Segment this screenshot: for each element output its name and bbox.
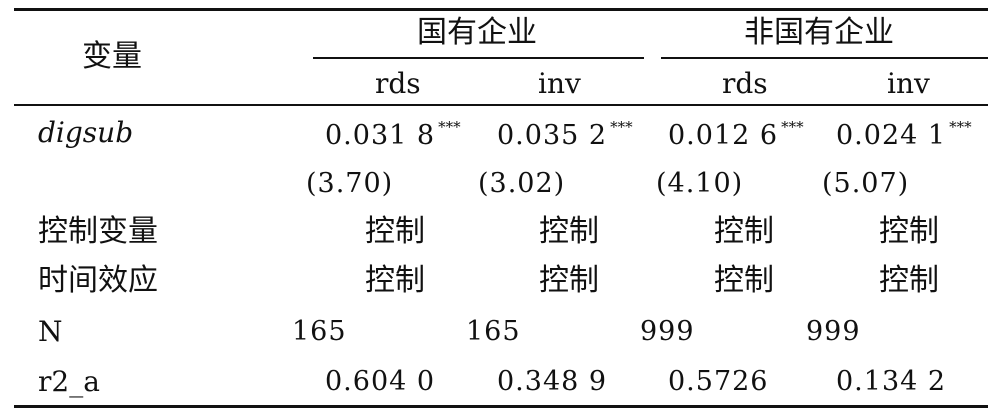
significance-stars: *** bbox=[781, 118, 804, 136]
controls-rds-soe: 控制 bbox=[365, 214, 425, 249]
r2a-rds-soe: 0.604 0 bbox=[325, 366, 436, 397]
coef-value: 0.024 1 bbox=[836, 120, 947, 151]
row-label-controls: 控制变量 bbox=[38, 214, 158, 249]
time-effect-inv-non-soe: 控制 bbox=[879, 263, 939, 298]
n-inv-soe: 165 bbox=[466, 316, 521, 347]
tval-rds-soe: (3.70) bbox=[306, 168, 394, 199]
coef-value: 0.012 6 bbox=[668, 120, 779, 151]
n-inv-non-soe: 999 bbox=[806, 316, 861, 347]
row-label-r2a: r2_a bbox=[38, 365, 100, 398]
controls-rds-non-soe: 控制 bbox=[714, 214, 774, 249]
soe-group-underline bbox=[313, 57, 644, 59]
non-soe-group-header: 非国有企业 bbox=[744, 15, 894, 50]
tval-rds-non-soe: (4.10) bbox=[656, 168, 744, 199]
coef-value: 0.035 2 bbox=[497, 120, 608, 151]
r2a-inv-non-soe: 0.134 2 bbox=[836, 366, 947, 397]
row-label-time-effect: 时间效应 bbox=[38, 263, 158, 298]
r2a-rds-non-soe: 0.5726 bbox=[668, 366, 769, 397]
coef-inv-non-soe: 0.024 1 *** bbox=[836, 118, 972, 151]
row-label-digsub: digsub bbox=[38, 116, 134, 149]
coef-rds-soe: 0.031 8 *** bbox=[325, 118, 461, 151]
time-effect-rds-non-soe: 控制 bbox=[714, 263, 774, 298]
tval-inv-non-soe: (5.07) bbox=[822, 168, 910, 199]
significance-stars: *** bbox=[949, 118, 972, 136]
time-effect-inv-soe: 控制 bbox=[539, 263, 599, 298]
row-label-n: N bbox=[38, 315, 63, 348]
soe-group-header: 国有企业 bbox=[417, 15, 537, 50]
variable-header: 变量 bbox=[82, 39, 142, 74]
r2a-inv-soe: 0.348 9 bbox=[497, 366, 608, 397]
tval-inv-soe: (3.02) bbox=[478, 168, 566, 199]
coef-inv-soe: 0.035 2 *** bbox=[497, 118, 633, 151]
coef-value: 0.031 8 bbox=[325, 120, 436, 151]
bottom-rule bbox=[14, 405, 988, 408]
header-bottom-rule bbox=[14, 104, 988, 106]
controls-inv-soe: 控制 bbox=[539, 214, 599, 249]
column-header-rds-non-soe: rds bbox=[722, 67, 768, 100]
top-rule bbox=[14, 8, 988, 11]
coef-rds-non-soe: 0.012 6 *** bbox=[668, 118, 804, 151]
column-header-rds-soe: rds bbox=[375, 67, 421, 100]
significance-stars: *** bbox=[438, 118, 461, 136]
n-rds-soe: 165 bbox=[292, 316, 347, 347]
controls-inv-non-soe: 控制 bbox=[879, 214, 939, 249]
n-rds-non-soe: 999 bbox=[640, 316, 695, 347]
column-header-inv-non-soe: inv bbox=[887, 67, 930, 100]
non-soe-group-underline bbox=[661, 57, 988, 59]
column-header-inv-soe: inv bbox=[538, 67, 581, 100]
significance-stars: *** bbox=[610, 118, 633, 136]
time-effect-rds-soe: 控制 bbox=[365, 263, 425, 298]
